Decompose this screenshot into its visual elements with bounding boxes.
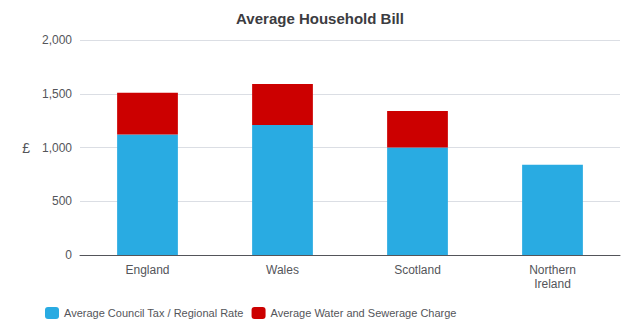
- svg-text:Wales: Wales: [266, 263, 299, 277]
- svg-text:1,500: 1,500: [42, 87, 72, 101]
- svg-text:1,000: 1,000: [42, 141, 72, 155]
- svg-text:Scotland: Scotland: [394, 263, 441, 277]
- svg-text:Northern: Northern: [529, 263, 576, 277]
- svg-text:2,000: 2,000: [42, 33, 72, 47]
- svg-text:0: 0: [65, 248, 72, 262]
- svg-text:£: £: [22, 140, 30, 156]
- svg-text:Average Household Bill: Average Household Bill: [236, 10, 404, 27]
- svg-text:England: England: [125, 263, 169, 277]
- svg-text:Average Water and Sewerage Cha: Average Water and Sewerage Charge: [271, 307, 457, 319]
- svg-text:Ireland: Ireland: [534, 277, 571, 291]
- svg-text:Average Council Tax / Regional: Average Council Tax / Regional Rate: [64, 307, 243, 319]
- svg-text:500: 500: [52, 194, 72, 208]
